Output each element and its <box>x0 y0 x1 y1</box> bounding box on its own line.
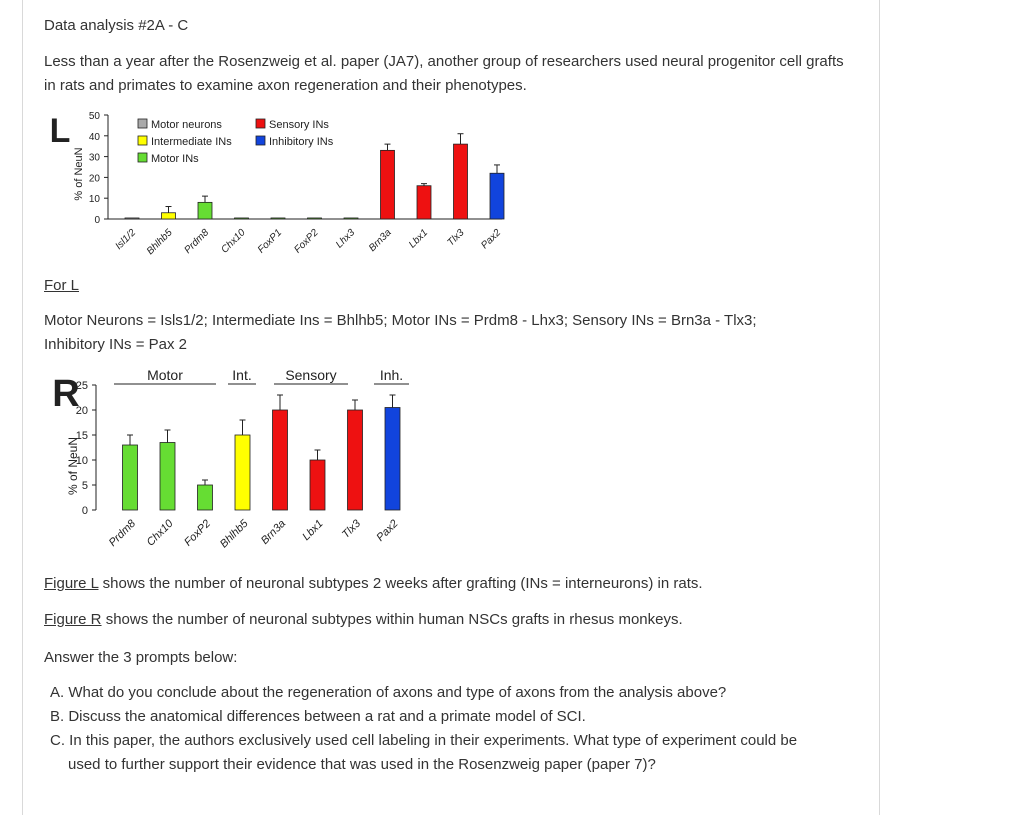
figure-r-xtick-label: Chx10 <box>145 517 177 549</box>
figure-r-letter: R <box>52 373 79 415</box>
figure-r-bar <box>234 434 251 511</box>
figure-l-bar <box>307 217 322 220</box>
figure-l-ytick-label: 10 <box>89 194 101 205</box>
prompt-c: C. In this paper, the authors exclusivel… <box>50 732 798 773</box>
figure-l-legend-label: Motor neurons <box>151 119 222 131</box>
figure-r-bar <box>122 444 138 511</box>
figure-l-bar <box>270 217 286 220</box>
figure-l-bar <box>234 217 249 220</box>
figure-r-ylabel: % of NeuN <box>66 437 80 495</box>
figure-l-bar <box>453 143 468 220</box>
intro-paragraph: Less than a year after the Rosenzweig et… <box>44 53 844 94</box>
figure-l-ytick-label: 30 <box>89 153 101 164</box>
figure-r-xtick-label: Prdm8 <box>107 517 139 549</box>
figure-r-bar <box>197 484 213 511</box>
figure-l-xtick-label: Pax2 <box>479 227 503 251</box>
definitions-line-1: Motor Neurons = Isls1/2; Intermediate In… <box>44 312 757 329</box>
figure-l-legend-label: Motor INs <box>151 153 199 165</box>
figure-r-xtick-label: Brn3a <box>259 518 288 547</box>
figure-l-ytick-label: 40 <box>89 132 101 143</box>
figure-l-legend-swatch <box>137 118 148 129</box>
for-l-link[interactable]: For L <box>44 277 80 294</box>
figure-r-chart: R % of NeuN 25 20 15 10 5 0 Motor Int. Sensory I… <box>52 367 409 550</box>
figure-l-ylabel: % of NeuN <box>73 147 85 200</box>
figure-l-chart: L % of NeuN 50 40 30 20 10 0 Isl1/2 Bhlhb5 Prdm… <box>50 111 505 257</box>
figure-l-legend-swatch <box>137 135 148 146</box>
figure-l-legend-label: Inhibitory INs <box>269 136 334 148</box>
figure-r-ytick-label: 20 <box>76 405 88 417</box>
figure-l-xtick-label: Prdm8 <box>183 227 212 256</box>
figure-r-bar <box>384 407 401 511</box>
prompt-b: B. Discuss the anatomical differences be… <box>50 708 586 725</box>
figure-r-xtick-label: Bhlhb5 <box>218 517 251 550</box>
figure-l-xtick-label: Tlx3 <box>445 227 466 248</box>
figure-l-legend-swatch <box>255 135 266 146</box>
prompt-a: A. What do you conclude about the regene… <box>50 684 727 701</box>
figure-l-link[interactable]: Figure L <box>44 575 99 592</box>
figure-l-legend-label: Sensory INs <box>269 119 329 131</box>
content-frame <box>22 0 880 815</box>
figure-l-xtick-label: Lhx3 <box>334 227 357 250</box>
figure-l-caption: Figure L shows the number of neuronal su… <box>44 575 703 592</box>
figure-r-bar <box>272 409 288 511</box>
prompt-list: A. What do you conclude about the regene… <box>50 681 797 777</box>
figure-l-xtick-label: Chx10 <box>219 227 248 256</box>
prompt-intro: Answer the 3 prompts below: <box>44 649 238 666</box>
figure-r-ytick-label: 5 <box>82 480 88 492</box>
figure-l-letter: L <box>50 112 71 150</box>
figure-r-ytick-label: 15 <box>76 430 88 442</box>
figure-r-ytick-label: 25 <box>76 380 88 392</box>
figure-r-ytick-label: 0 <box>82 505 88 517</box>
page-title: Data analysis #2A - C <box>44 17 189 34</box>
figure-l-bar <box>416 185 432 220</box>
figure-l-xtick-label: FoxP1 <box>256 227 284 255</box>
figure-l-bar <box>124 217 140 220</box>
figure-r-group-label: Sensory <box>285 367 336 383</box>
figure-l-legend-label: Intermediate INs <box>151 136 232 148</box>
figure-r-group-label: Inh. <box>380 367 403 383</box>
figure-l-bar <box>197 201 213 220</box>
figure-r-bar <box>347 409 363 511</box>
figure-l-ytick-label: 20 <box>89 173 101 184</box>
figure-r-group-label: Int. <box>232 367 251 383</box>
figure-l-xtick-label: Isl1/2 <box>113 227 138 252</box>
figure-r-bar <box>159 442 176 511</box>
figure-r-bar <box>309 459 326 511</box>
figure-l-xtick-label: Lbx1 <box>407 227 430 250</box>
figure-r-xtick-label: Lbx1 <box>300 518 325 543</box>
figure-r-xtick-label: Pax2 <box>374 518 400 544</box>
figure-l-xtick-label: Bhlhb5 <box>145 227 175 257</box>
figure-l-bar <box>161 212 176 220</box>
figure-r-ytick-label: 10 <box>76 455 88 467</box>
definitions-line-2: Inhibitory INs = Pax 2 <box>44 336 187 353</box>
figure-r-xtick-label: FoxP2 <box>182 518 213 549</box>
figure-l-xtick-label: Brn3a <box>367 227 394 254</box>
figure-l-xtick-label: FoxP2 <box>292 227 321 256</box>
figure-l-ytick-label: 50 <box>89 111 101 122</box>
figure-r-group-label: Motor <box>147 367 183 383</box>
figure-r-link[interactable]: Figure R <box>44 611 102 628</box>
figure-l-legend-swatch <box>137 152 148 163</box>
figure-l-bar <box>343 217 359 220</box>
figure-l-legend-swatch <box>255 118 266 129</box>
figure-l-bar <box>489 172 505 220</box>
figure-r-caption: Figure R shows the number of neuronal su… <box>44 611 683 628</box>
figure-r-xtick-label: Tlx3 <box>340 517 364 541</box>
figure-l-ytick-label: 0 <box>94 215 100 226</box>
figure-l-bar <box>380 149 395 220</box>
